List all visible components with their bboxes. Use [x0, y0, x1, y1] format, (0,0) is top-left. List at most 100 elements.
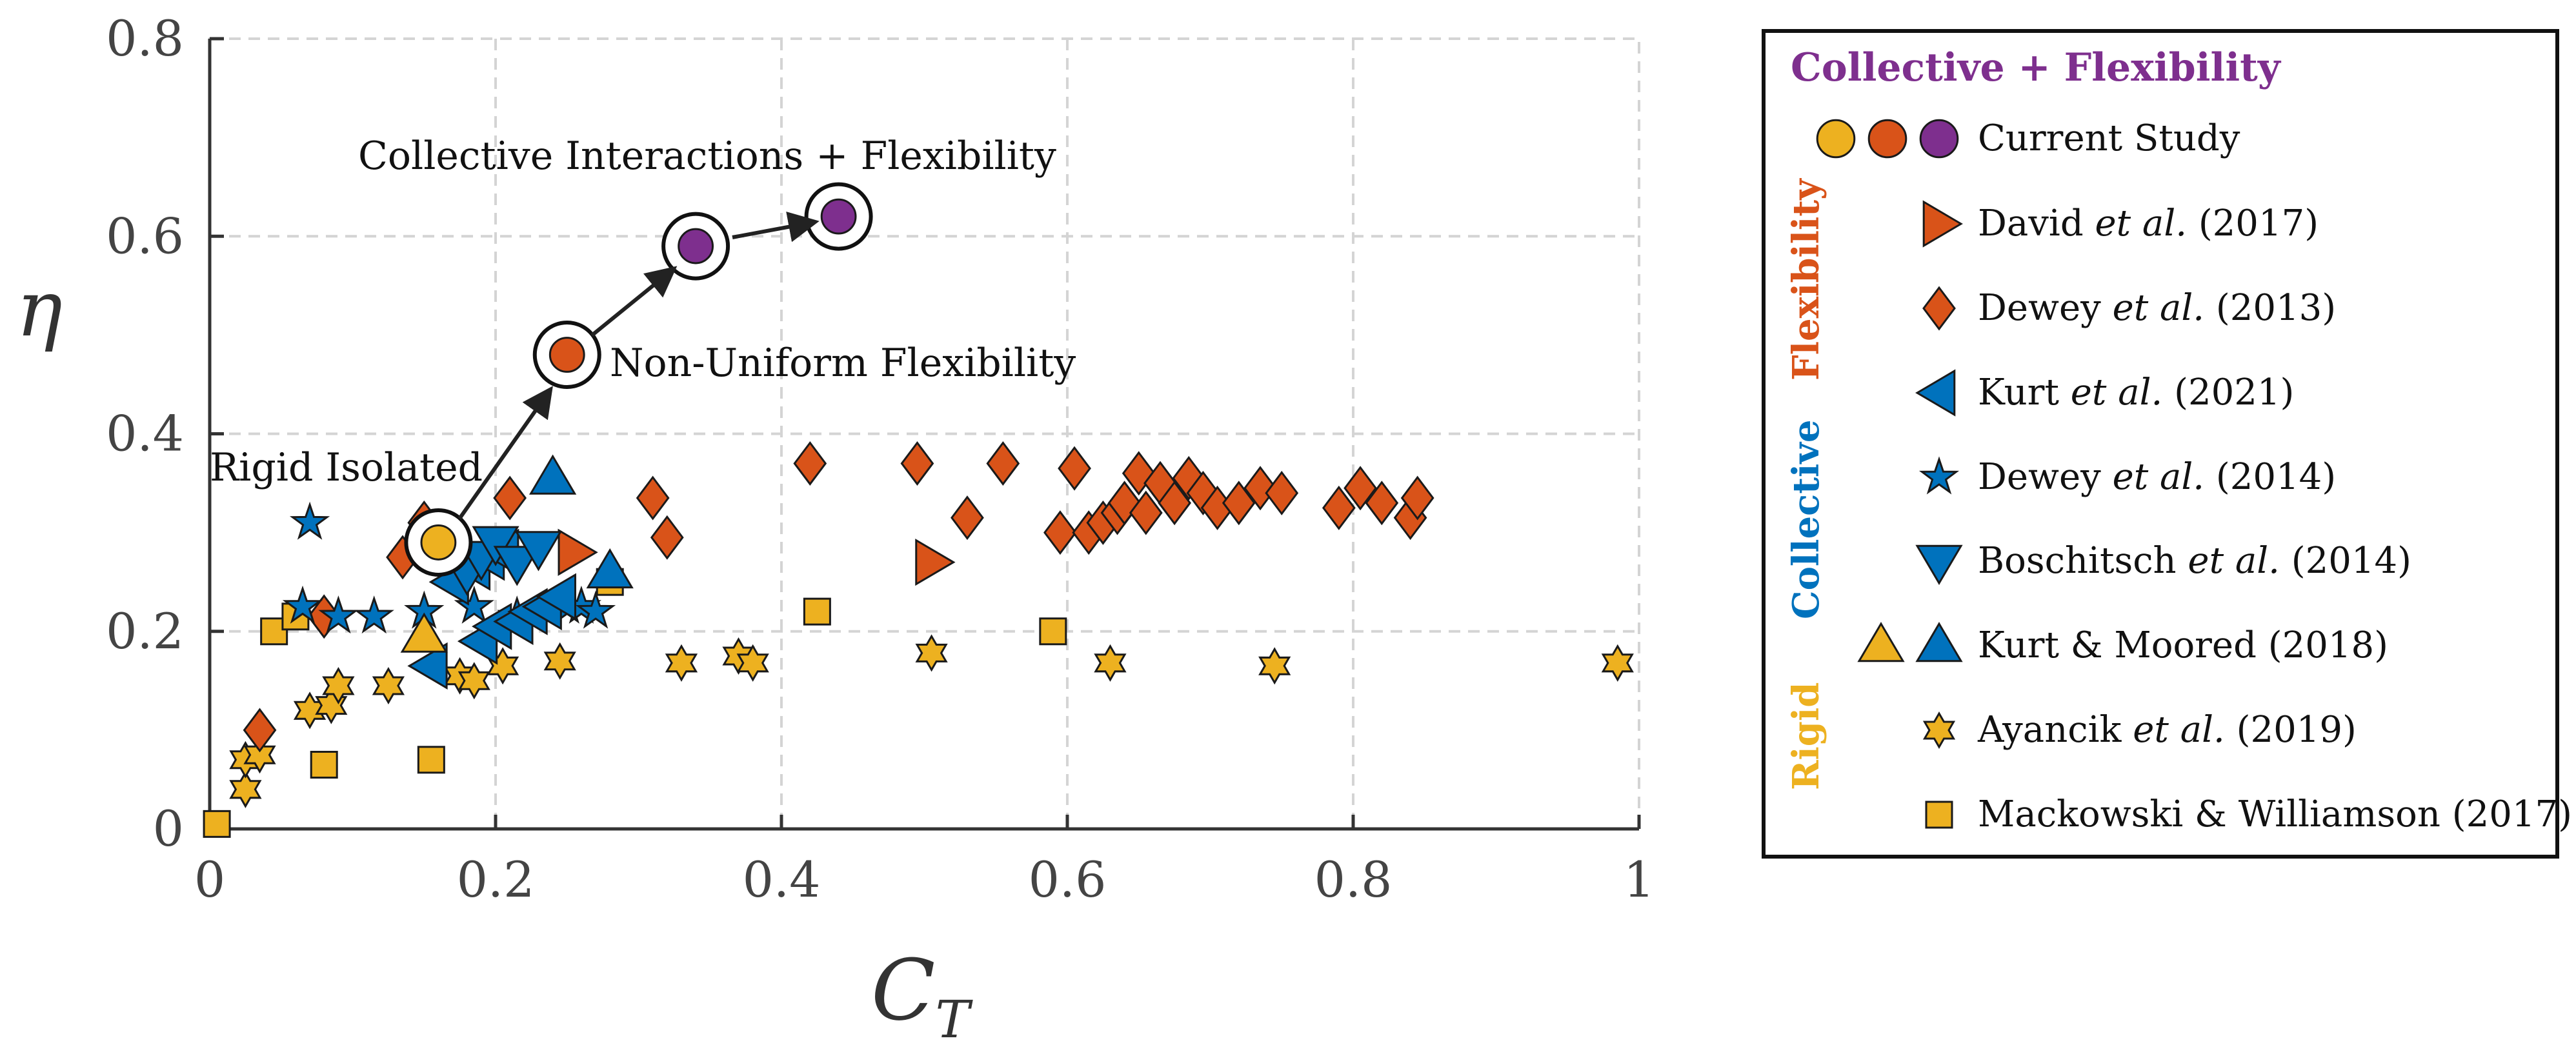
point-dewey-et-al-2013	[900, 441, 934, 486]
legend-marker-dewey-2013	[1922, 286, 1956, 331]
point-david-et-al-2017	[915, 538, 956, 586]
y-tick-label: 0.4	[106, 405, 184, 463]
legend-david-etal: et al.	[2095, 203, 2187, 244]
point-ayancik-et-al-2019	[372, 666, 405, 705]
legend-ayancik-author: Ayancik	[1977, 709, 2133, 751]
legend-david-author: David	[1978, 203, 2095, 244]
data-points	[203, 182, 1634, 838]
point-current-study	[548, 337, 585, 373]
point-dewey-et-al-2013	[1107, 481, 1142, 526]
x-tick-label: 0.6	[1029, 851, 1107, 908]
point-dewey-et-al-2013	[1158, 481, 1192, 526]
trend-arrows	[458, 212, 820, 520]
legend: Collective + Flexibility Flexibility Col…	[1762, 29, 2572, 859]
point-mackowski-williamson-2017	[1039, 617, 1067, 646]
legend-marker-current-rigid	[1816, 119, 1856, 159]
x-tick-label: 0.4	[743, 851, 821, 908]
legend-label-current-study: Current Study	[1978, 117, 2240, 159]
annotation-collective-interactions: Collective Interactions + Flexibility	[358, 134, 1056, 179]
legend-dewey13-year: (2013)	[2204, 287, 2336, 329]
point-ayancik-et-al-2019	[665, 644, 698, 682]
legend-dewey14-year: (2014)	[2204, 456, 2336, 498]
point-dewey-et-al-2013	[1265, 470, 1299, 515]
point-dewey-et-al-2013	[1400, 475, 1434, 521]
legend-kurt21-year: (2021)	[2162, 372, 2294, 413]
legend-label-david: David et al. (2017)	[1978, 203, 2319, 244]
point-dewey-et-al-2013	[1243, 466, 1277, 511]
point-mackowski-williamson-2017	[803, 597, 831, 626]
legend-boschitsch-etal: et al.	[2188, 540, 2280, 582]
legend-ayancik-year: (2019)	[2225, 709, 2357, 751]
annotation-rigid-isolated: Rigid Isolated	[210, 445, 483, 490]
point-kurt-moored-2018	[400, 612, 448, 653]
point-dewey-et-al-2013	[1322, 485, 1356, 530]
legend-marker-kurt-moored-collective	[1915, 622, 1963, 662]
point-ayancik-et-al-2019	[243, 736, 276, 774]
point-current-study	[820, 198, 857, 235]
point-ayancik-et-al-2019	[1601, 644, 1634, 682]
x-axis-ticks: 0 0.2 0.4 0.6 0.8 1	[194, 815, 1655, 908]
legend-marker-mackowski	[1925, 801, 1953, 829]
legend-label-ayancik: Ayancik et al. (2019)	[1977, 709, 2357, 751]
point-mackowski-williamson-2017	[310, 750, 338, 779]
point-dewey-et-al-2013	[650, 515, 684, 560]
point-boschitsch-et-al-2014	[472, 526, 519, 566]
legend-kurt21-author: Kurt	[1978, 372, 2071, 413]
legend-label-boschitsch: Boschitsch et al. (2014)	[1978, 540, 2411, 582]
legend-marker-david	[1922, 200, 1963, 248]
legend-boschitsch-author: Boschitsch	[1978, 540, 2188, 582]
x-tick-label: 0	[194, 851, 225, 908]
point-dewey-et-al-2013	[1365, 481, 1399, 526]
legend-dewey13-author: Dewey	[1978, 287, 2113, 329]
point-boschitsch-et-al-2014	[514, 531, 563, 572]
legend-current-text: Current Study	[1978, 117, 2240, 159]
x-tick-label: 0.8	[1314, 851, 1393, 908]
legend-side-collective: Collective	[1785, 419, 1827, 619]
point-ayancik-et-al-2019	[915, 634, 948, 672]
point-current-study	[678, 228, 714, 264]
point-dewey-et-al-2013	[1186, 470, 1220, 515]
legend-marker-kurt-moored-rigid	[1857, 622, 1905, 662]
legend-side-rigid: Rigid	[1785, 682, 1827, 790]
point-ayancik-et-al-2019	[1258, 647, 1291, 685]
point-current-study	[420, 524, 457, 561]
point-dewey-et-al-2013	[1043, 510, 1077, 555]
point-dewey-et-al-2013	[986, 441, 1020, 486]
legend-markers	[1816, 119, 1963, 829]
point-mackowski-williamson-2017	[417, 746, 445, 774]
point-dewey-et-al-2014	[282, 585, 323, 624]
point-ayancik-et-al-2019	[322, 666, 355, 705]
point-dewey-et-al-2013	[1058, 446, 1091, 491]
point-dewey-et-al-2013	[1343, 466, 1377, 511]
legend-marker-dewey-2014	[1918, 456, 1960, 495]
y-tick-label: 0.8	[106, 10, 184, 67]
point-dewey-et-al-2013	[1172, 455, 1206, 501]
legend-labels: Current Study David et al. (2017) Dewey …	[1977, 117, 2572, 835]
legend-header: Collective + Flexibility	[1791, 45, 2282, 90]
legend-kurt21-etal: et al.	[2071, 372, 2163, 413]
point-ayancik-et-al-2019	[543, 642, 576, 680]
point-kurt-moored-2018	[528, 454, 577, 495]
point-kurt-moored-2018	[586, 548, 634, 589]
point-dewey-et-al-2014	[575, 590, 616, 629]
point-ayancik-et-al-2019	[736, 644, 769, 682]
x-tick-label: 1	[1624, 851, 1655, 908]
point-dewey-et-al-2014	[289, 501, 330, 540]
legend-dewey13-etal: et al.	[2113, 287, 2205, 329]
y-tick-label: 0.6	[106, 207, 184, 264]
legend-label-mackowski: Mackowski & Williamson (2017)	[1978, 793, 2572, 835]
legend-marker-current-flex	[1867, 119, 1907, 159]
x-axis-label: CT	[871, 941, 973, 1045]
legend-marker-ayancik	[1922, 711, 1956, 750]
legend-dewey14-etal: et al.	[2113, 456, 2205, 498]
annotation-non-uniform-flexibility: Non-Uniform Flexibility	[610, 341, 1076, 386]
legend-box	[1762, 29, 2559, 859]
legend-dewey14-author: Dewey	[1978, 456, 2113, 498]
point-kurt-et-al-2021	[407, 642, 448, 690]
point-dewey-et-al-2014	[318, 595, 359, 634]
y-tick-label: 0.2	[106, 602, 184, 660]
point-dewey-et-al-2013	[243, 708, 277, 753]
point-dewey-et-al-2013	[1222, 481, 1256, 526]
y-tick-label: 0	[153, 800, 184, 857]
